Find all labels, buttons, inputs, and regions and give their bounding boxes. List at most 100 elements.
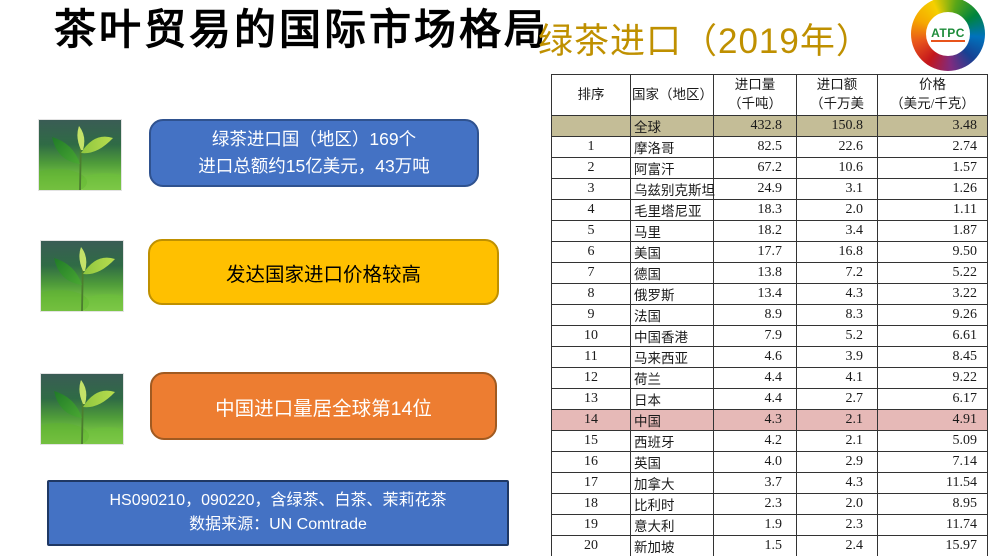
country-cell: 美国 [630,241,714,263]
rank-cell [551,115,631,137]
callout-line: 发达国家进口价格较高 [225,263,421,286]
table-row: 2 阿富汗 67.2 10.6 1.57 [551,157,988,179]
table-row: 20 新加坡 1.5 2.4 15.97 [551,535,988,556]
volume-cell: 13.8 [713,262,797,284]
volume-cell: 4.4 [713,388,797,410]
country-cell: 荷兰 [630,367,714,389]
table-row: 12 荷兰 4.4 4.1 9.22 [551,367,988,389]
price-cell: 8.45 [877,346,988,368]
table-row: 5 马里 18.2 3.4 1.87 [551,220,988,242]
amount-cell: 10.6 [796,157,878,179]
callout-line: 进口总额约15亿美元，43万吨 [198,156,430,176]
price-cell: 11.74 [877,514,988,536]
country-cell: 马来西亚 [630,346,714,368]
country-cell: 阿富汗 [630,157,714,179]
price-cell: 7.14 [877,451,988,473]
price-cell: 6.17 [877,388,988,410]
volume-cell: 4.4 [713,367,797,389]
atpc-logo-icon: ATPC [911,0,985,71]
callout-green-tea-importers: 绿茶进口国（地区）169个 进口总额约15亿美元，43万吨 [149,119,479,187]
price-cell: 6.61 [877,325,988,347]
callout-china-rank: 中国进口量居全球第14位 [150,372,497,440]
rank-cell: 17 [551,472,631,494]
rank-cell: 14 [551,409,631,431]
amount-cell: 22.6 [796,136,878,158]
country-cell: 新加坡 [630,535,714,556]
price-cell: 5.22 [877,262,988,284]
price-cell: 1.26 [877,178,988,200]
table-row: 全球 432.8 150.8 3.48 [551,115,988,137]
country-cell: 马里 [630,220,714,242]
price-cell: 3.22 [877,283,988,305]
rank-cell: 8 [551,283,631,305]
table-row: 18 比利时 2.3 2.0 8.95 [551,493,988,515]
amount-cell: 16.8 [796,241,878,263]
country-cell: 英国 [630,451,714,473]
tea-sprout-photo [40,373,124,445]
country-cell: 中国香港 [630,325,714,347]
table-row: 8 俄罗斯 13.4 4.3 3.22 [551,283,988,305]
rank-cell: 6 [551,241,631,263]
amount-cell: 2.3 [796,514,878,536]
country-cell: 毛里塔尼亚 [630,199,714,221]
country-cell: 意大利 [630,514,714,536]
atpc-logo-center: ATPC [926,12,970,56]
table-header-row: 排序 国家（地区） 进口量 （千吨） 进口额 （千万美 价格 （美元/千克） [551,74,988,116]
amount-cell: 3.9 [796,346,878,368]
price-cell: 9.26 [877,304,988,326]
country-cell: 乌兹别克斯坦 [630,178,715,200]
price-cell: 1.87 [877,220,988,242]
amount-cell: 7.2 [796,262,878,284]
table-row: 14 中国 4.3 2.1 4.91 [551,409,988,431]
table-row: 13 日本 4.4 2.7 6.17 [551,388,988,410]
footnote-line: HS090210，090220，含绿茶、白茶、茉莉花茶 [109,492,447,509]
rank-cell: 18 [551,493,631,515]
col-header-amount: 进口额 （千万美 [796,74,878,116]
price-cell: 11.54 [877,472,988,494]
amount-cell: 4.1 [796,367,878,389]
footnote-line: 数据来源：UN Comtrade [189,516,367,533]
rank-cell: 13 [551,388,631,410]
footnote-box: HS090210，090220，含绿茶、白茶、茉莉花茶 数据来源：UN Comt… [47,480,509,546]
volume-cell: 1.5 [713,535,797,556]
volume-cell: 432.8 [713,115,797,137]
col-header-country: 国家（地区） [630,74,714,116]
volume-cell: 8.9 [713,304,797,326]
col-header-price: 价格 （美元/千克） [877,74,988,116]
amount-cell: 3.4 [796,220,878,242]
price-cell: 15.97 [877,535,988,556]
atpc-logo-text: ATPC [931,26,965,43]
table-row: 4 毛里塔尼亚 18.3 2.0 1.11 [551,199,988,221]
table-row: 11 马来西亚 4.6 3.9 8.45 [551,346,988,368]
col-header-volume: 进口量 （千吨） [713,74,797,116]
amount-cell: 8.3 [796,304,878,326]
price-cell: 5.09 [877,430,988,452]
volume-cell: 24.9 [713,178,797,200]
table-row: 1 摩洛哥 82.5 22.6 2.74 [551,136,988,158]
rank-cell: 10 [551,325,631,347]
amount-cell: 2.9 [796,451,878,473]
volume-cell: 1.9 [713,514,797,536]
rank-cell: 15 [551,430,631,452]
volume-cell: 4.0 [713,451,797,473]
table-row: 19 意大利 1.9 2.3 11.74 [551,514,988,536]
rank-cell: 12 [551,367,631,389]
country-cell: 西班牙 [630,430,714,452]
country-cell: 法国 [630,304,714,326]
country-cell: 全球 [630,115,714,137]
rank-cell: 11 [551,346,631,368]
amount-cell: 5.2 [796,325,878,347]
volume-cell: 7.9 [713,325,797,347]
callout-developed-countries-price: 发达国家进口价格较高 [148,239,499,305]
rank-cell: 20 [551,535,631,556]
amount-cell: 2.1 [796,430,878,452]
amount-cell: 4.3 [796,283,878,305]
price-cell: 8.95 [877,493,988,515]
volume-cell: 3.7 [713,472,797,494]
volume-cell: 4.3 [713,409,797,431]
country-cell: 摩洛哥 [630,136,714,158]
col-header-rank: 排序 [551,74,631,116]
price-cell: 9.22 [877,367,988,389]
country-cell: 德国 [630,262,714,284]
